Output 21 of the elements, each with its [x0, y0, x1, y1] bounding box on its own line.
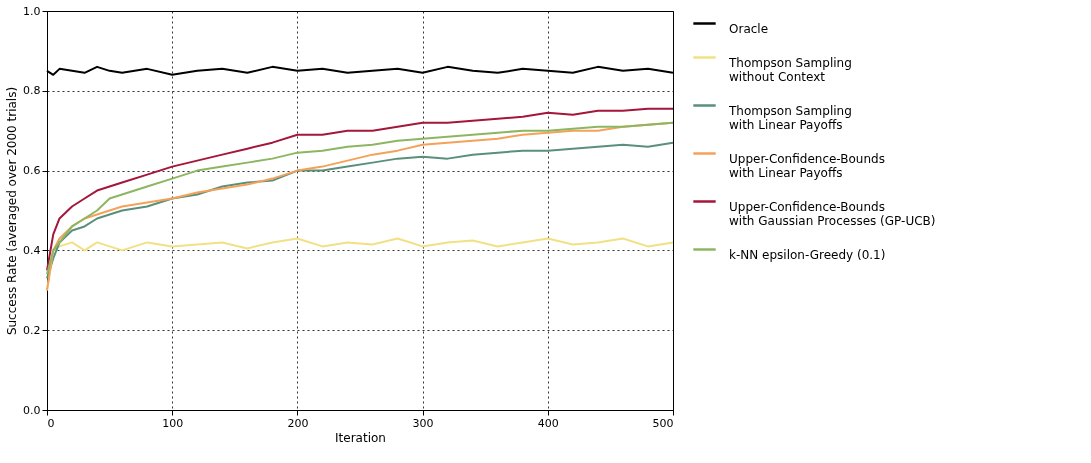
y-tick-label: 0.6 [23, 164, 41, 178]
x-tick-label: 300 [412, 416, 434, 430]
legend-label: Upper-Confidence-Bounds with Gaussian Processes (GP-UCB) [729, 199, 936, 228]
x-tick-label: 100 [162, 416, 184, 430]
y-tick-label: 1.0 [23, 4, 41, 18]
x-tick-label: 200 [287, 416, 309, 430]
line-series [46, 141, 674, 280]
x-tick-label: 400 [537, 416, 559, 430]
y-tick-label: 0.4 [23, 243, 41, 257]
y-axis-title: Success Rate (averaged over 2000 trials) [5, 86, 20, 336]
legend-label: Oracle [729, 21, 769, 36]
x-axis-title: Iteration [335, 430, 386, 445]
y-tick-label: 0.0 [23, 403, 41, 417]
legend-label: k-NN epsilon-Greedy (0.1) [729, 247, 886, 262]
legend-label: Thompson Sampling without Context [728, 55, 852, 84]
y-tick-label: 0.8 [23, 84, 41, 98]
legend-label: Upper-Confidence-Bounds with Linear Payoffs [729, 151, 885, 180]
x-tick-label: 0 [47, 416, 55, 430]
x-tick-label: 500 [652, 416, 674, 430]
legend-label: Thompson Sampling with Linear Payoffs [728, 103, 852, 132]
y-tick-label: 0.2 [23, 323, 41, 337]
